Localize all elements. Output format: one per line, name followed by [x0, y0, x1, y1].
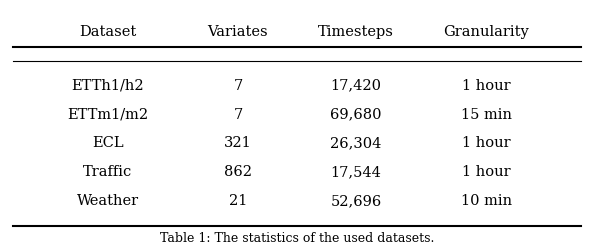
- Text: 7: 7: [233, 108, 242, 122]
- Text: 1 hour: 1 hour: [462, 165, 510, 179]
- Text: 52,696: 52,696: [330, 194, 382, 208]
- Text: Variates: Variates: [207, 25, 268, 39]
- Text: 26,304: 26,304: [330, 136, 382, 151]
- Text: 69,680: 69,680: [330, 108, 382, 122]
- Text: Timesteps: Timesteps: [318, 25, 394, 39]
- Text: 17,544: 17,544: [331, 165, 381, 179]
- Text: 1 hour: 1 hour: [462, 136, 510, 151]
- Text: Weather: Weather: [77, 194, 139, 208]
- Text: 7: 7: [233, 79, 242, 93]
- Text: ETTm1/m2: ETTm1/m2: [67, 108, 148, 122]
- Text: 21: 21: [229, 194, 247, 208]
- Text: ETTh1/h2: ETTh1/h2: [71, 79, 144, 93]
- Text: Dataset: Dataset: [79, 25, 137, 39]
- Text: 321: 321: [224, 136, 252, 151]
- Text: 17,420: 17,420: [331, 79, 381, 93]
- Text: 15 min: 15 min: [461, 108, 511, 122]
- Text: ECL: ECL: [92, 136, 124, 151]
- Text: 10 min: 10 min: [460, 194, 512, 208]
- Text: Table 1: The statistics of the used datasets.: Table 1: The statistics of the used data…: [160, 232, 434, 245]
- Text: 862: 862: [224, 165, 252, 179]
- Text: 1 hour: 1 hour: [462, 79, 510, 93]
- Text: Granularity: Granularity: [443, 25, 529, 39]
- Text: Traffic: Traffic: [83, 165, 132, 179]
